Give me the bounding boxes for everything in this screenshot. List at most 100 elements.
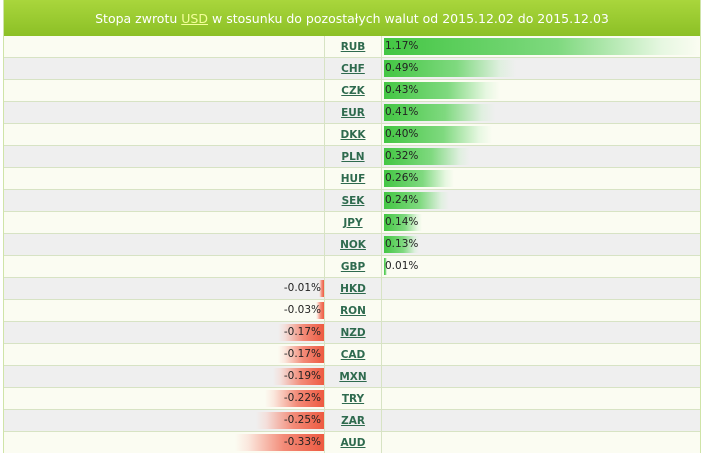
negative-return-cell	[4, 102, 325, 123]
table-row: PLN 0.32%	[4, 146, 700, 168]
positive-return-bar	[384, 82, 500, 99]
currency-link[interactable]: EUR	[341, 107, 365, 119]
return-value: -0.17%	[283, 326, 321, 338]
table-row: NOK 0.13%	[4, 234, 700, 256]
negative-return-cell	[4, 80, 325, 101]
table-row: EUR 0.41%	[4, 102, 700, 124]
currency-link[interactable]: MXN	[339, 371, 367, 383]
negative-return-cell	[4, 36, 325, 57]
positive-return-cell: 0.26%	[382, 168, 700, 189]
positive-return-cell: 0.49%	[382, 58, 700, 79]
currency-rows: RUB 1.17% CHF 0.49% CZK 0.43% EUR 0.41% DKK 0.40%…	[4, 36, 700, 453]
currency-code-cell: CZK	[325, 80, 382, 101]
negative-return-cell: -0.03%	[4, 300, 325, 321]
return-value: 0.32%	[385, 150, 419, 162]
negative-return-cell: -0.17%	[4, 322, 325, 343]
positive-return-cell	[382, 388, 700, 409]
currency-link[interactable]: JPY	[343, 217, 363, 229]
negative-return-bar	[235, 434, 324, 451]
currency-link[interactable]: TRY	[341, 393, 365, 405]
currency-link[interactable]: ZAR	[341, 415, 365, 427]
currency-link[interactable]: AUD	[340, 437, 366, 449]
currency-link[interactable]: HUF	[340, 173, 366, 185]
positive-return-bar	[384, 236, 419, 253]
currency-code-cell: EUR	[325, 102, 382, 123]
negative-return-cell: -0.22%	[4, 388, 325, 409]
table-row: GBP 0.01%	[4, 256, 700, 278]
currency-link[interactable]: NZD	[340, 327, 366, 339]
return-value: -0.22%	[283, 392, 321, 404]
currency-link[interactable]: DKK	[340, 129, 366, 141]
currency-code-cell: PLN	[325, 146, 382, 167]
table-row: RUB 1.17%	[4, 36, 700, 58]
return-value: -0.19%	[283, 370, 321, 382]
negative-return-cell	[4, 168, 325, 189]
table-row: -0.03% RON	[4, 300, 700, 322]
currency-link[interactable]: PLN	[341, 151, 365, 163]
negative-return-cell: -0.25%	[4, 410, 325, 431]
return-value: -0.33%	[283, 436, 321, 448]
base-currency-link[interactable]: USD	[181, 10, 208, 26]
header-prefix: Stopa zwrotu	[95, 10, 178, 26]
currency-code-cell: DKK	[325, 124, 382, 145]
positive-return-cell: 0.32%	[382, 146, 700, 167]
table-row: -0.19% MXN	[4, 366, 700, 388]
table-row: -0.22% TRY	[4, 388, 700, 410]
currency-link[interactable]: CHF	[341, 63, 365, 75]
currency-link[interactable]: RON	[340, 305, 366, 317]
currency-code-cell: HUF	[325, 168, 382, 189]
negative-return-cell	[4, 234, 325, 255]
currency-code-cell: HKD	[325, 278, 382, 299]
negative-return-cell	[4, 58, 325, 79]
positive-return-bar	[384, 192, 449, 209]
positive-return-cell	[382, 410, 700, 431]
currency-code-cell: CHF	[325, 58, 382, 79]
table-row: HUF 0.26%	[4, 168, 700, 190]
negative-return-cell	[4, 146, 325, 167]
currency-link[interactable]: SEK	[341, 195, 365, 207]
negative-return-cell: -0.17%	[4, 344, 325, 365]
return-value: 0.26%	[385, 172, 419, 184]
currency-code-cell: RON	[325, 300, 382, 321]
negative-return-cell	[4, 190, 325, 211]
return-value: 0.49%	[385, 62, 419, 74]
currency-link[interactable]: HKD	[340, 283, 366, 295]
return-value: -0.25%	[283, 414, 321, 426]
currency-link[interactable]: RUB	[340, 41, 366, 53]
positive-return-cell	[382, 300, 700, 321]
positive-return-bar	[384, 148, 470, 165]
return-value: 0.43%	[385, 84, 419, 96]
table-row: JPY 0.14%	[4, 212, 700, 234]
positive-return-cell	[382, 432, 700, 453]
currency-code-cell: NZD	[325, 322, 382, 343]
currency-code-cell: TRY	[325, 388, 382, 409]
positive-return-bar	[384, 104, 495, 121]
return-value: -0.03%	[283, 304, 321, 316]
currency-code-cell: NOK	[325, 234, 382, 255]
currency-link[interactable]: CAD	[340, 349, 366, 361]
currency-link[interactable]: CZK	[341, 85, 365, 97]
return-value: 0.14%	[385, 216, 419, 228]
positive-return-cell: 0.01%	[382, 256, 700, 277]
positive-return-cell: 1.17%	[382, 36, 700, 57]
positive-return-cell	[382, 322, 700, 343]
return-value: 0.41%	[385, 106, 419, 118]
positive-return-bar	[384, 126, 492, 143]
table-row: -0.33% AUD	[4, 432, 700, 453]
positive-return-cell: 0.24%	[382, 190, 700, 211]
positive-return-cell	[382, 366, 700, 387]
negative-return-cell: -0.33%	[4, 432, 325, 453]
negative-return-cell	[4, 256, 325, 277]
table-header: Stopa zwrotu USD w stosunku do pozostały…	[4, 0, 700, 36]
table-row: CZK 0.43%	[4, 80, 700, 102]
negative-return-bar	[265, 390, 324, 407]
return-value: -0.17%	[283, 348, 321, 360]
currency-link[interactable]: NOK	[340, 239, 366, 251]
currency-link[interactable]: GBP	[340, 261, 366, 273]
currency-code-cell: ZAR	[325, 410, 382, 431]
positive-return-bar	[384, 38, 700, 55]
negative-return-cell: -0.01%	[4, 278, 325, 299]
table-row: -0.25% ZAR	[4, 410, 700, 432]
return-value: 0.13%	[385, 238, 419, 250]
return-value: -0.01%	[283, 282, 321, 294]
